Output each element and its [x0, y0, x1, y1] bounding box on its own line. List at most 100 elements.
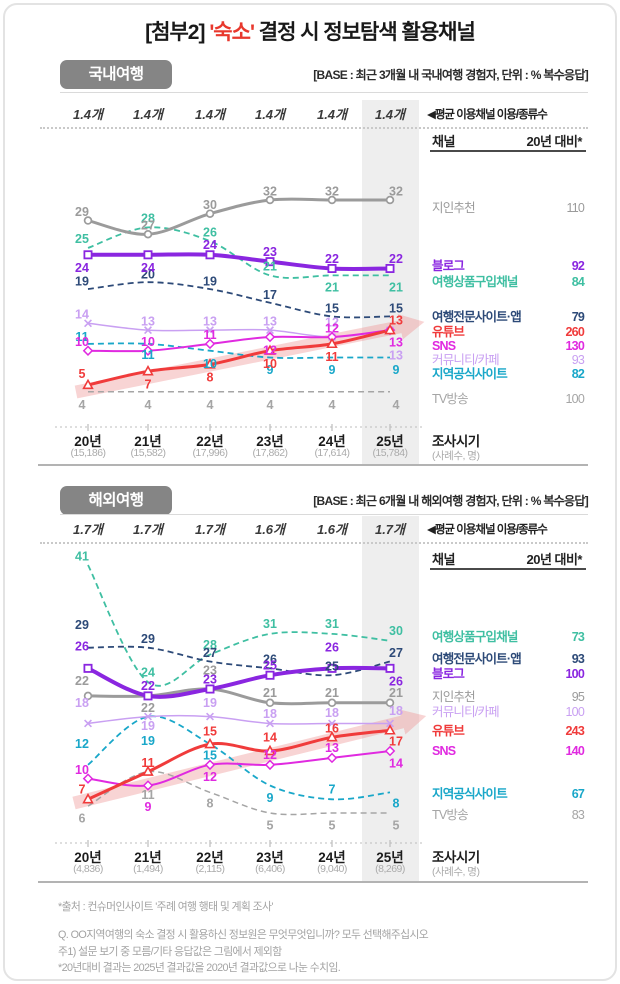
value-label-youtube: 14 [263, 730, 277, 744]
value-label-word-of-mouth: 27 [141, 219, 155, 233]
marker-sns [82, 345, 94, 356]
value-label-blog: 22 [325, 252, 339, 266]
sample-size-overseas: (9,040) [317, 863, 347, 875]
legend-name-word-of-mouth: 지인추천 [432, 201, 476, 215]
year-label-overseas: 24년 [318, 850, 346, 865]
value-label-regional-site: 12 [75, 737, 89, 751]
line-travel-product [87, 226, 390, 279]
legend-item-blog: 블로그 100 [432, 666, 585, 682]
value-label-community-cafe: 13 [263, 314, 277, 328]
value-label-sns: 10 [75, 763, 89, 777]
value-label-sns: 10 [75, 335, 89, 349]
value-label-travel-site-app: 19 [203, 274, 217, 288]
footer-note1: 주1) 설문 보기 중 모름/기타 응답값은 그림에서 제외함 [58, 946, 282, 958]
value-label-word-of-mouth: 32 [389, 184, 403, 198]
value-label-regional-site: 8 [393, 797, 400, 811]
marker-sns [264, 331, 276, 343]
legend-ratio-travel-product: 84 [571, 275, 585, 289]
sample-size-overseas: (8,269) [375, 863, 405, 875]
value-label-travel-site-app: 17 [263, 288, 277, 302]
value-label-word-of-mouth: 29 [75, 205, 89, 219]
value-label-youtube: 7 [79, 783, 86, 797]
sample-size-domestic: (15,582) [130, 447, 166, 459]
legend-header-domestic: 채널 20년 대비* [432, 131, 582, 150]
marker-sns [204, 759, 216, 771]
line-blog [87, 252, 391, 271]
value-label-travel-site-app: 27 [203, 646, 217, 660]
year-label-overseas: 22년 [196, 850, 224, 865]
avg-value-overseas: 1.7개 [194, 522, 226, 537]
marker-youtube [264, 344, 276, 355]
value-label-regional-site: 11 [141, 348, 154, 362]
section-badge-domestic: 국내여행 [60, 60, 172, 89]
highlight-band-overseas [362, 516, 419, 881]
value-label-community-cafe: 12 [325, 315, 339, 329]
legend-ratio-sns: 140 [565, 744, 585, 758]
line-travel-site-app [87, 281, 391, 319]
legend-ratio-sns: 130 [565, 339, 585, 353]
legend-item-blog: 블로그 92 [432, 258, 585, 274]
avg-value-domestic: 1.4개 [72, 107, 104, 122]
value-label-word-of-mouth: 21 [263, 686, 277, 700]
marker-word-of-mouth [143, 229, 153, 239]
year-label-overseas: 25년 [376, 850, 404, 865]
sample-size-domestic: (17,614) [314, 447, 350, 459]
marker-word-of-mouth [265, 195, 275, 205]
legend-ratio-travel-product: 73 [571, 630, 585, 644]
legend-ratio-word-of-mouth: 110 [566, 201, 584, 215]
value-label-travel-product: 28 [141, 212, 155, 226]
badge-rule-domestic [60, 92, 588, 93]
marker-word-of-mouth [83, 216, 93, 225]
legend-item-regional-site: 지역공식사이트 82 [432, 366, 585, 382]
marker-youtube [204, 358, 216, 369]
marker-community-cafe [84, 719, 92, 728]
value-label-word-of-mouth: 23 [203, 663, 217, 677]
value-label-sns: 11 [203, 328, 216, 342]
marker-youtube [384, 323, 396, 335]
value-label-travel-product: 31 [325, 617, 339, 631]
line-sns [87, 329, 391, 353]
marker-blog [327, 663, 337, 673]
survey-sub-domestic: (사례수, 명) [432, 450, 480, 462]
line-word-of-mouth [87, 197, 390, 236]
legend-header-ratio: 20년 대비* [526, 134, 582, 149]
value-label-travel-product: 31 [263, 617, 277, 631]
value-label-tv: 4 [79, 398, 86, 412]
value-label-regional-site: 10 [203, 357, 217, 371]
legend-ratio-word-of-mouth: 95 [571, 690, 585, 704]
value-label-travel-product: 24 [141, 665, 155, 679]
value-label-youtube: 5 [79, 367, 86, 381]
marker-youtube [142, 765, 154, 776]
line-travel-site-app [87, 645, 391, 677]
value-label-community-cafe: 19 [141, 719, 155, 733]
title-suffix: 결정 시 정보탐색 활용채널 [253, 21, 476, 44]
value-label-travel-product: 30 [389, 624, 403, 638]
marker-youtube [82, 378, 94, 390]
section-separator-domestic [38, 464, 588, 466]
marker-word-of-mouth [327, 698, 337, 708]
sample-size-overseas: (2,115) [195, 863, 226, 875]
value-label-youtube: 7 [145, 378, 152, 392]
legend-ratio-community-cafe: 93 [571, 353, 585, 367]
marker-word-of-mouth [265, 698, 275, 708]
marker-blog [83, 250, 93, 260]
legend-ratio-community-cafe: 100 [565, 705, 585, 719]
legend-item-sns: SNS 130 [432, 338, 585, 354]
value-label-community-cafe: 18 [325, 706, 339, 720]
year-label-domestic: 20년 [74, 434, 102, 449]
avg-value-overseas: 1.7개 [374, 522, 406, 537]
value-label-travel-product: 21 [389, 281, 403, 295]
value-label-youtube: 10 [263, 357, 277, 371]
value-label-tv: 5 [329, 818, 336, 832]
marker-youtube [82, 792, 94, 804]
avg-dotrule-domestic [40, 127, 588, 129]
legend-item-community-cafe: 커뮤니티/카페 93 [432, 352, 585, 368]
legend-ratio-travel-site-app: 79 [571, 310, 585, 324]
legend-name-regional-site: 지역공식사이트 [432, 367, 508, 381]
legend-name-travel-product: 여행상품구입채널 [432, 275, 518, 289]
value-label-tv: 6 [79, 811, 86, 825]
value-label-community-cafe: 18 [75, 696, 89, 710]
legend-name-travel-product: 여행상품구입채널 [432, 630, 518, 644]
value-label-regional-site: 15 [203, 748, 217, 762]
marker-youtube [326, 730, 338, 742]
